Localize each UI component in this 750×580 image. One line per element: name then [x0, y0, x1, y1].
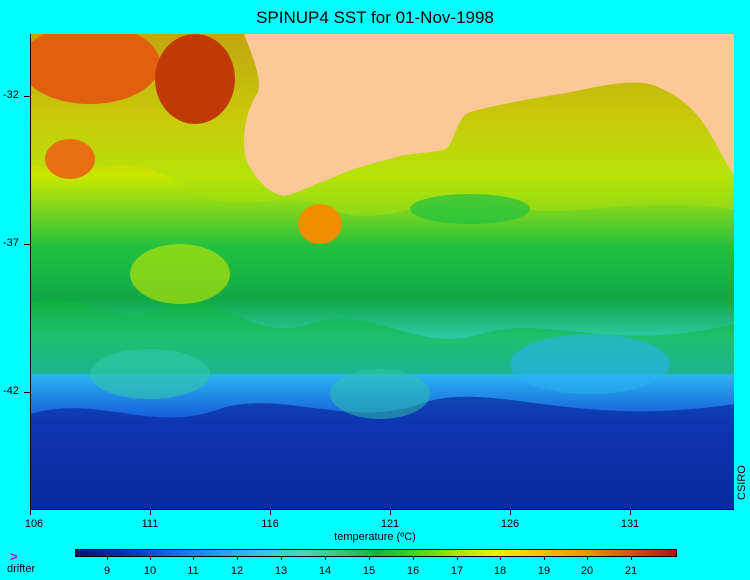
colorbar-tick-label: 12 — [230, 565, 244, 577]
sst-field — [30, 34, 734, 510]
colorbar-tick-label: 15 — [362, 565, 376, 577]
colorbar-tick-label: 10 — [143, 565, 157, 577]
colorbar-tick — [369, 556, 370, 560]
colorbar-tick — [544, 556, 545, 560]
lat-tick — [24, 392, 30, 393]
colorbar-title: temperature (ºC) — [334, 531, 416, 543]
colorbar-tick — [325, 556, 326, 560]
teal-eddy-1 — [90, 349, 210, 399]
colorbar-tick — [150, 556, 151, 560]
colorbar-tick-label: 14 — [318, 565, 332, 577]
cold-band — [30, 396, 734, 510]
sst-map[interactable] — [30, 34, 734, 510]
colorbar-tick — [237, 556, 238, 560]
teal-eddy-2 — [330, 369, 430, 419]
yellow-eddy-1 — [130, 244, 230, 304]
colorbar-tick-label: 17 — [450, 565, 464, 577]
colorbar-tick-label: 16 — [406, 565, 420, 577]
lat-tick — [24, 96, 30, 97]
warm-eddy-1 — [30, 34, 160, 104]
lon-label: 131 — [620, 518, 640, 530]
colorbar — [75, 549, 677, 557]
lat-label: -42 — [3, 385, 19, 397]
colorbar-tick-label: 13 — [274, 565, 288, 577]
lon-tick — [390, 510, 391, 515]
colorbar-tick — [587, 556, 588, 560]
green-eddy-1 — [410, 194, 530, 224]
warm-eddy-3 — [45, 139, 95, 179]
lon-tick — [510, 510, 511, 515]
colorbar-tick — [631, 556, 632, 560]
drifter-marker-icon: > — [10, 549, 18, 564]
australia-landmass — [243, 34, 734, 196]
colorbar-tick — [413, 556, 414, 560]
drifter-legend-label: drifter — [7, 563, 36, 575]
lon-tick — [630, 510, 631, 515]
lat-label: -37 — [3, 237, 19, 249]
colorbar-tick — [107, 556, 108, 560]
lon-label: 116 — [261, 518, 279, 530]
lon-label: 111 — [141, 518, 159, 530]
colorbar-tick-label: 9 — [103, 565, 111, 577]
warm-eddy-2 — [155, 34, 235, 124]
lat-label: -32 — [3, 89, 19, 101]
colorbar-tick-label: 11 — [187, 565, 199, 577]
warm-eddy-4 — [298, 204, 342, 244]
colorbar-tick-label: 18 — [493, 565, 507, 577]
colorbar-tick-label: 21 — [624, 565, 638, 577]
colorbar-tick — [193, 556, 194, 560]
colorbar-tick — [500, 556, 501, 560]
colorbar-tick — [457, 556, 458, 560]
cyan-eddy-1 — [510, 334, 670, 394]
lon-label: 121 — [380, 518, 400, 530]
colorbar-tick-label: 19 — [537, 565, 551, 577]
lon-tick — [150, 510, 151, 515]
lon-label: 106 — [24, 518, 44, 530]
colorbar-tick — [281, 556, 282, 560]
colorbar-tick-label: 20 — [580, 565, 594, 577]
lon-tick — [270, 510, 271, 515]
credit-label: CSIRO — [736, 465, 748, 500]
lon-tick — [30, 510, 31, 515]
lon-label: 126 — [500, 518, 520, 530]
map-title: SPINUP4 SST for 01-Nov-1998 — [256, 8, 494, 27]
lat-tick — [24, 244, 30, 245]
